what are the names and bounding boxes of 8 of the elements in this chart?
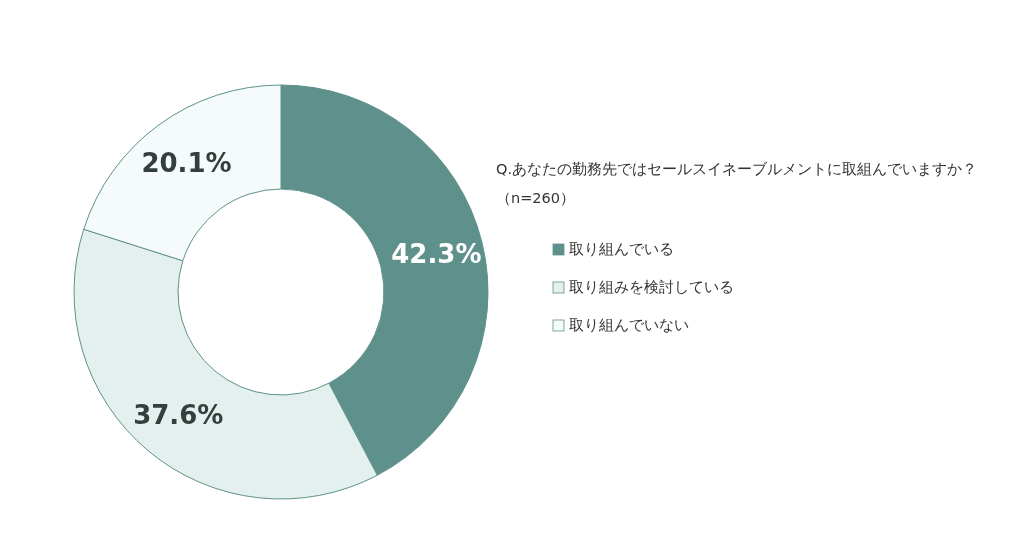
text: Q.あなたの勤務先ではセールスイネーブルメントに取組んでいますか？ — [496, 161, 978, 177]
data-label: 42.3% — [391, 238, 482, 269]
text: （n=260） — [496, 190, 576, 206]
legend-label: 取り組みを検討している — [569, 279, 734, 295]
legend-label: 取り組んでいる — [569, 241, 674, 257]
data-label: 20.1% — [141, 147, 232, 178]
data-label: 37.6% — [133, 399, 224, 430]
legend-label: 取り組んでいない — [569, 317, 689, 333]
